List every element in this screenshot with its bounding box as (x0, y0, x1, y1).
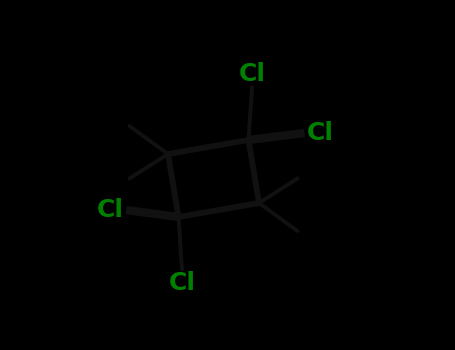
Text: Cl: Cl (168, 271, 196, 295)
Text: Cl: Cl (97, 198, 124, 222)
Text: Cl: Cl (238, 62, 266, 86)
Text: Cl: Cl (306, 121, 333, 145)
